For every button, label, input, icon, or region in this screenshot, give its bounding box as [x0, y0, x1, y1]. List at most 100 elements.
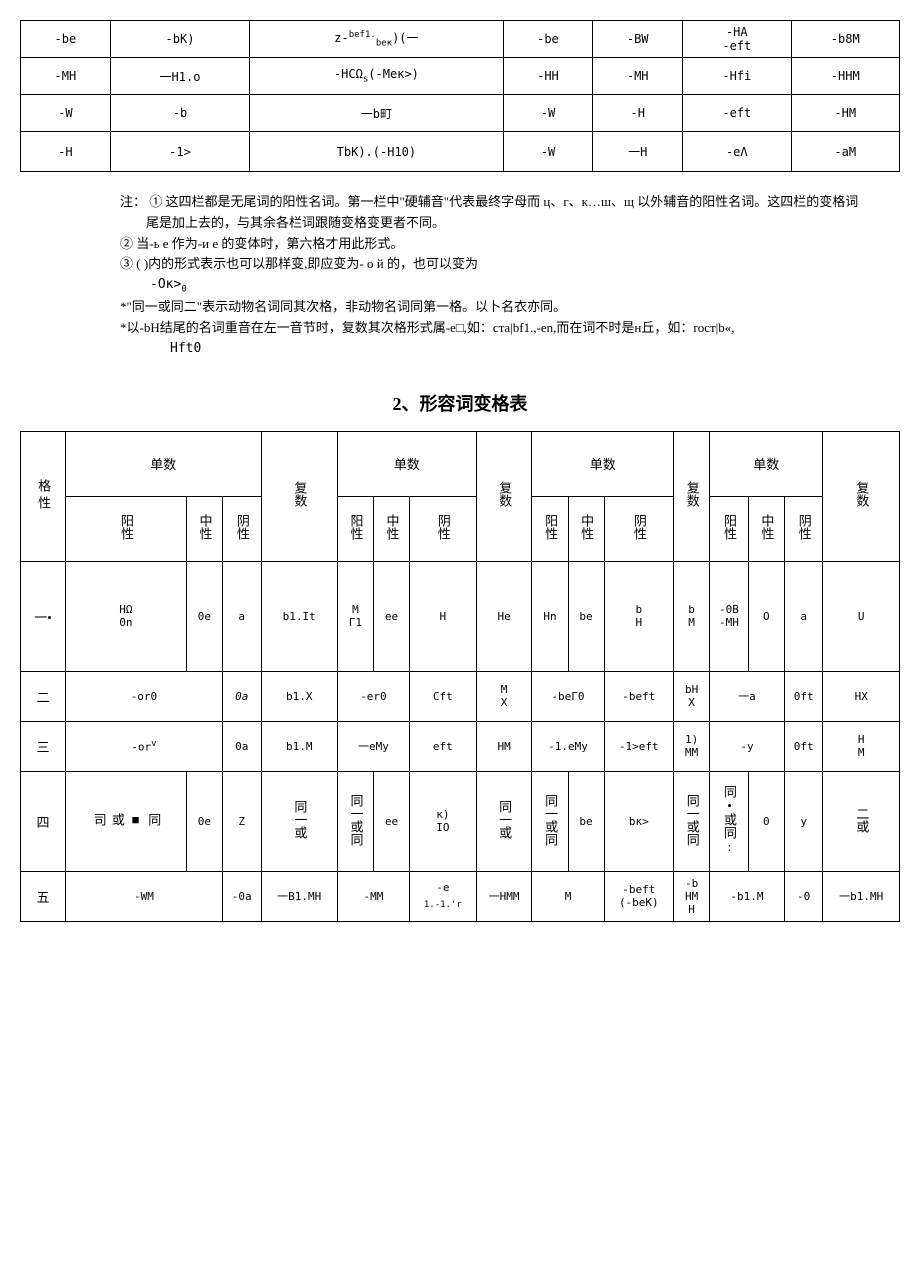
header-row-2: 阳性 中性 阴性 阳性 中性 阴性 阳性 中性 阴性 阳性 中性 阴性 — [21, 496, 900, 561]
note-5: *以-bH结尾的名词重音在左一音节时，复数其次格形式属-e□,如：cтa|bf1… — [120, 318, 860, 339]
note-6: Hft0 — [120, 339, 860, 360]
cell: O — [748, 561, 784, 671]
cell: -MM — [337, 871, 409, 921]
cell: y — [784, 771, 823, 871]
cell: 0ft — [784, 671, 823, 721]
singular-header: 单数 — [337, 431, 476, 496]
cell: -bK) — [110, 21, 249, 58]
cell: bH — [604, 561, 674, 671]
cell: -y — [710, 721, 785, 771]
cell: be — [568, 771, 604, 871]
cell: -1>eft — [604, 721, 674, 771]
cell: HM — [823, 721, 900, 771]
case-label: 三 — [21, 721, 66, 771]
cell: bHX — [674, 671, 710, 721]
cell: -W — [503, 95, 593, 132]
fem-header: 阴性 — [222, 496, 261, 561]
cell: 同一或同 — [532, 771, 568, 871]
case-row-3: 三 -orv 0a b1.M 一eMy eft HM -1.eMy -1>eft… — [21, 721, 900, 771]
cell: ee — [373, 561, 409, 671]
cell: 二或 — [823, 771, 900, 871]
neut-header: 中性 — [186, 496, 222, 561]
fem-header: 阴性 — [604, 496, 674, 561]
cell: MX — [476, 671, 532, 721]
cell: HM — [476, 721, 532, 771]
cell: 一H1.o — [110, 58, 249, 95]
case-label: 四 — [21, 771, 66, 871]
cell: -W — [21, 95, 111, 132]
cell: -H — [21, 132, 111, 172]
plural-header: 复数 — [674, 431, 710, 561]
case-row-1: 一• HΩ0n 0e a b1.It MГ1 ee H He Hn be bH … — [21, 561, 900, 671]
cell: eft — [409, 721, 476, 771]
fem-header: 阴性 — [784, 496, 823, 561]
case-label: 五 — [21, 871, 66, 921]
singular-header: 单数 — [532, 431, 674, 496]
cell: -W — [503, 132, 593, 172]
cell: 一HMM — [476, 871, 532, 921]
masc-header: 阳性 — [66, 496, 187, 561]
cell: -H — [593, 95, 683, 132]
cell: 1)MM — [674, 721, 710, 771]
cell: -HM — [791, 95, 899, 132]
cell: 一a — [710, 671, 785, 721]
cell: к)IO — [409, 771, 476, 871]
cell: z-bef1.beк)(一 — [250, 21, 503, 58]
cell: ee — [373, 771, 409, 871]
masc-header: 阳性 — [710, 496, 749, 561]
cell: -HA-eft — [683, 21, 791, 58]
note-3b: -Ок>0 — [120, 275, 860, 297]
cell: -1> — [110, 132, 249, 172]
cell: 0e — [186, 561, 222, 671]
cell: -HHM — [791, 58, 899, 95]
cell: 0e — [186, 771, 222, 871]
cell: 一eMy — [337, 721, 409, 771]
cell: H — [409, 561, 476, 671]
plural-header: 复数 — [823, 431, 900, 561]
cell: -0B-MH — [710, 561, 749, 671]
cell: -er0 — [337, 671, 409, 721]
cell: -b1.M — [710, 871, 785, 921]
cell: 同一或 — [261, 771, 337, 871]
table-row: -be -bK) z-bef1.beк)(一 -be -BW -HA-eft -… — [21, 21, 900, 58]
cell: U — [823, 561, 900, 671]
cell: 0ft — [784, 721, 823, 771]
cell: -eΛ — [683, 132, 791, 172]
plural-header: 复数 — [261, 431, 337, 561]
cell: 同一或同 — [674, 771, 710, 871]
plural-header: 复数 — [476, 431, 532, 561]
cell: 一b1.MH — [823, 871, 900, 921]
cell: -0 — [784, 871, 823, 921]
cell: HΩ0n — [66, 561, 187, 671]
header-row-1: 格性 单数 复数 单数 复数 单数 复数 单数 复数 — [21, 431, 900, 496]
cell: 同■或司 — [66, 771, 187, 871]
note-3: ③ ( )内的形式表示也可以那样变,即应变为- о й 的，也可以变为 — [120, 254, 860, 275]
cell: He — [476, 561, 532, 671]
cell: 同一或 — [476, 771, 532, 871]
masc-header: 阳性 — [337, 496, 373, 561]
cell: 一b町 — [250, 95, 503, 132]
note-4: *"同一或同二"表示动物名词同其次格，非动物名词同第一格。以卜名衣亦同。 — [120, 297, 860, 318]
neut-header: 中性 — [568, 496, 604, 561]
cell: -be — [503, 21, 593, 58]
neut-header: 中性 — [373, 496, 409, 561]
cell: HX — [823, 671, 900, 721]
cell: -e1.-1.'r — [409, 871, 476, 921]
fem-header: 阴性 — [409, 496, 476, 561]
case-row-5: 五 -WM -0a 一B1.MH -MM -e1.-1.'r 一HMM M -b… — [21, 871, 900, 921]
cell: Cft — [409, 671, 476, 721]
cell: -or0 — [66, 671, 223, 721]
cell: -MH — [593, 58, 683, 95]
cell: a — [784, 561, 823, 671]
note-1: 注： ① 这四栏都是无尾词的阳性名词。第一栏中"硬辅音"代表最终字母而 ц、г、… — [120, 192, 860, 234]
cell: 一H — [593, 132, 683, 172]
cell: -MH — [21, 58, 111, 95]
cell: -bHMH — [674, 871, 710, 921]
cell: be — [568, 561, 604, 671]
cell: -be — [21, 21, 111, 58]
singular-header: 单数 — [66, 431, 262, 496]
cell: -orv — [66, 721, 223, 771]
noun-endings-table: -be -bK) z-bef1.beк)(一 -be -BW -HA-eft -… — [20, 20, 900, 172]
cell: bM — [674, 561, 710, 671]
case-label: 一• — [21, 561, 66, 671]
